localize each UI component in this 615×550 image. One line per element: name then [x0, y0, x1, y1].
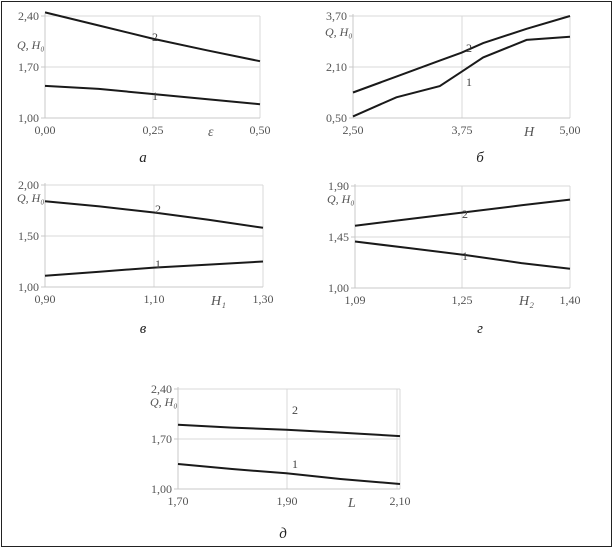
series-2-line — [177, 423, 401, 438]
series-2-line — [352, 15, 571, 94]
y-tick-label: 1,70 — [151, 432, 172, 446]
y-axis-label: Q, H₀ — [17, 191, 45, 205]
x-tick-label: 2,10 — [390, 494, 411, 508]
x-tick-label: 1,30 — [253, 292, 274, 306]
y-tick-label: 2,40 — [18, 9, 39, 23]
panel-caption: г — [477, 321, 483, 337]
series-1-line — [44, 84, 261, 106]
series-2-line — [354, 198, 571, 227]
series-1-line — [352, 35, 571, 118]
y-tick-label: 2,10 — [326, 60, 347, 74]
y-tick-label: 3,70 — [326, 9, 347, 23]
y-tick-label: 1,00 — [18, 280, 39, 294]
curve-label-2: 2 — [466, 41, 472, 55]
y-tick-label: 2,40 — [151, 382, 172, 396]
x-tick-label: 0,00 — [35, 123, 56, 137]
x-tick-label: 0,50 — [250, 123, 271, 137]
x-tick-label: 1,09 — [345, 293, 366, 307]
y-axis-label: Q, H₀ — [325, 25, 353, 39]
x-tick-label: 1,40 — [560, 293, 581, 307]
x-axis-label: H — [523, 125, 535, 140]
x-tick-label: 0,90 — [35, 292, 56, 306]
x-tick-label: 1,25 — [452, 293, 473, 307]
y-tick-label: 0,50 — [326, 111, 347, 125]
x-tick-label: 1,70 — [168, 494, 189, 508]
y-tick-label: 1,00 — [151, 482, 172, 496]
series-2-line — [44, 11, 261, 63]
y-axis-label: Q, H₀ — [150, 395, 178, 409]
curve-label-2: 2 — [152, 30, 158, 44]
x-axis-label: H₁ — [210, 294, 226, 309]
series-1-line — [354, 240, 571, 270]
curve-label-1: 1 — [155, 257, 161, 271]
y-axis-label: Q, H₀ — [327, 192, 355, 206]
x-tick-label: 0,25 — [143, 123, 164, 137]
curve-label-1: 1 — [462, 249, 468, 263]
series-1-line — [44, 260, 264, 277]
y-tick-label: 1,00 — [18, 111, 39, 125]
y-axis-label: Q, H₀ — [17, 38, 45, 52]
x-axis-label: ε — [208, 125, 214, 140]
y-tick-label: 1,70 — [18, 60, 39, 74]
y-tick-label: 1,90 — [328, 179, 349, 193]
x-tick-label: 1,90 — [277, 494, 298, 508]
x-tick-label: 2,50 — [343, 123, 364, 137]
curve-label-1: 1 — [292, 457, 298, 471]
curve-label-2: 2 — [462, 207, 468, 221]
series-2-line — [44, 200, 264, 229]
y-tick-label: 2,00 — [18, 178, 39, 192]
x-tick-label: 1,10 — [144, 292, 165, 306]
panel-caption: д — [279, 526, 287, 542]
curve-label-2: 2 — [155, 202, 161, 216]
y-tick-label: 1,00 — [328, 281, 349, 295]
panel-caption: а — [139, 150, 147, 166]
x-axis-label: H₂ — [518, 294, 534, 309]
panel-caption: б — [476, 150, 484, 166]
curve-label-1: 1 — [152, 89, 158, 103]
panel-caption: в — [140, 321, 147, 337]
y-tick-label: 1,50 — [18, 229, 39, 243]
curve-label-1: 1 — [466, 75, 472, 89]
x-axis-label: L — [347, 496, 356, 511]
x-tick-label: 3,75 — [452, 123, 473, 137]
series-1-line — [177, 463, 401, 485]
y-tick-label: 1,45 — [328, 230, 349, 244]
x-tick-label: 5,00 — [560, 123, 581, 137]
curve-label-2: 2 — [292, 403, 298, 417]
